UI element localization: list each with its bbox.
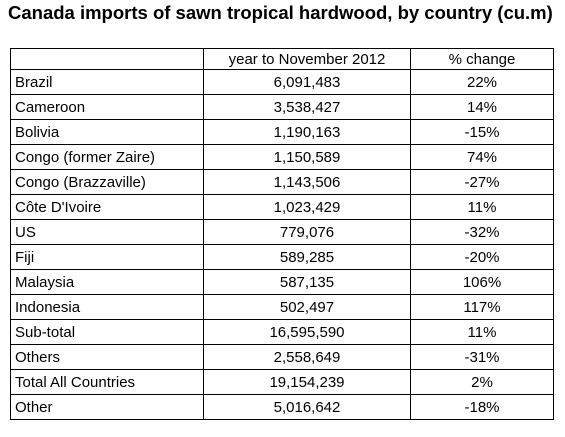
country-cell: Cameroon [10, 94, 204, 120]
table-row: Total All Countries 19,154,239 2% [10, 369, 554, 395]
country-cell: Brazil [10, 69, 204, 95]
column-header-country [10, 48, 204, 70]
volume-cell: 5,016,642 [203, 394, 411, 420]
table-row: Cameroon 3,538,427 14% [10, 94, 554, 120]
table-body: Brazil 6,091,483 22% Cameroon 3,538,427 14% Bo… [10, 69, 554, 420]
percent-change-cell: -18% [410, 394, 554, 420]
percent-change-cell: -27% [410, 169, 554, 195]
table-row: Others 2,558,649 -31% [10, 344, 554, 370]
percent-change-cell: 11% [410, 319, 554, 345]
country-cell: Other [10, 394, 204, 420]
country-cell: Congo (Brazzaville) [10, 169, 204, 195]
volume-cell: 587,135 [203, 269, 411, 295]
volume-cell: 3,538,427 [203, 94, 411, 120]
percent-change-cell: 74% [410, 144, 554, 170]
percent-change-cell: -20% [410, 244, 554, 270]
table-row: Congo (former Zaire) 1,150,589 74% [10, 144, 554, 170]
imports-table: year to November 2012 % change Brazil 6,0… [10, 48, 554, 420]
percent-change-cell: 22% [410, 69, 554, 95]
volume-cell: 19,154,239 [203, 369, 411, 395]
country-cell: Côte D'Ivoire [10, 194, 204, 220]
percent-change-cell: 14% [410, 94, 554, 120]
percent-change-cell: -31% [410, 344, 554, 370]
country-cell: Congo (former Zaire) [10, 144, 204, 170]
table-header-row: year to November 2012 % change [10, 48, 554, 70]
volume-cell: 1,190,163 [203, 119, 411, 145]
table-row: Other 5,016,642 -18% [10, 394, 554, 420]
percent-change-cell: -32% [410, 219, 554, 245]
column-header-year-to-november-2012: year to November 2012 [203, 48, 411, 70]
table-row: Bolivia 1,190,163 -15% [10, 119, 554, 145]
volume-cell: 6,091,483 [203, 69, 411, 95]
country-cell: Fiji [10, 244, 204, 270]
volume-cell: 1,023,429 [203, 194, 411, 220]
country-cell: Indonesia [10, 294, 204, 320]
country-cell: US [10, 219, 204, 245]
volume-cell: 16,595,590 [203, 319, 411, 345]
country-cell: Malaysia [10, 269, 204, 295]
percent-change-cell: 117% [410, 294, 554, 320]
volume-cell: 1,143,506 [203, 169, 411, 195]
chart-title: Canada imports of sawn tropical hardwood… [8, 2, 553, 23]
volume-cell: 589,285 [203, 244, 411, 270]
percent-change-cell: -15% [410, 119, 554, 145]
table-row: Sub-total 16,595,590 11% [10, 319, 554, 345]
percent-change-cell: 106% [410, 269, 554, 295]
table-row: Indonesia 502,497 117% [10, 294, 554, 320]
table-row: Fiji 589,285 -20% [10, 244, 554, 270]
volume-cell: 502,497 [203, 294, 411, 320]
table-row: Côte D'Ivoire 1,023,429 11% [10, 194, 554, 220]
country-cell: Total All Countries [10, 369, 204, 395]
volume-cell: 2,558,649 [203, 344, 411, 370]
percent-change-cell: 11% [410, 194, 554, 220]
table-row: US 779,076 -32% [10, 219, 554, 245]
volume-cell: 1,150,589 [203, 144, 411, 170]
table-row: Brazil 6,091,483 22% [10, 69, 554, 95]
volume-cell: 779,076 [203, 219, 411, 245]
column-header-percent-change: % change [410, 48, 554, 70]
table-row: Malaysia 587,135 106% [10, 269, 554, 295]
country-cell: Sub-total [10, 319, 204, 345]
percent-change-cell: 2% [410, 369, 554, 395]
table-row: Congo (Brazzaville) 1,143,506 -27% [10, 169, 554, 195]
country-cell: Others [10, 344, 204, 370]
country-cell: Bolivia [10, 119, 204, 145]
